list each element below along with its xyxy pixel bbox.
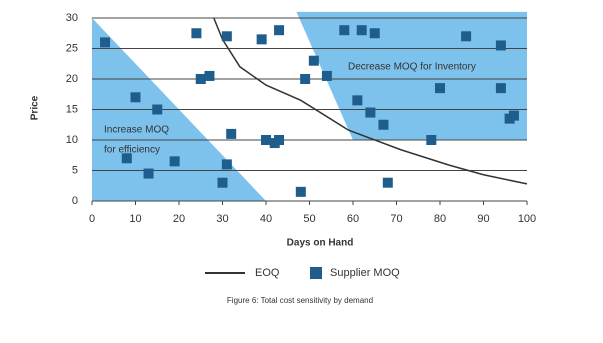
caption: Figure 6: Total cost sensitivity by dema… <box>227 296 373 305</box>
point <box>352 95 363 106</box>
x-tick-label: 0 <box>89 213 95 225</box>
point <box>226 128 237 139</box>
point <box>356 25 367 36</box>
legend-marker <box>310 267 322 279</box>
legend-label: EOQ <box>255 267 280 279</box>
legend-label: Supplier MOQ <box>330 267 400 279</box>
point <box>339 25 350 36</box>
x-tick-label: 70 <box>390 213 402 225</box>
y-tick-label: 15 <box>66 103 78 115</box>
point <box>495 83 506 94</box>
point <box>121 153 132 164</box>
y-tick-label: 20 <box>66 73 78 85</box>
point <box>369 28 380 39</box>
point <box>274 135 285 145</box>
point <box>169 156 180 167</box>
point <box>435 83 445 94</box>
point <box>461 31 472 42</box>
x-tick-label: 100 <box>518 213 536 225</box>
point <box>152 104 163 115</box>
x-tick-label: 40 <box>260 213 272 225</box>
x-tick-label: 90 <box>477 213 489 225</box>
y-axis-label: Price <box>30 95 41 120</box>
point <box>130 92 141 103</box>
point <box>378 119 389 130</box>
y-tick-label: 5 <box>72 164 78 176</box>
x-tick-label: 50 <box>303 213 315 225</box>
x-tick-label: 60 <box>347 213 359 225</box>
point <box>508 110 519 121</box>
x-tick-label: 10 <box>129 213 141 225</box>
point <box>300 74 311 84</box>
point <box>100 37 111 48</box>
region-label: Increase MOQ <box>104 125 169 136</box>
x-tick-label: 30 <box>216 213 228 225</box>
point <box>261 135 271 145</box>
region <box>296 11 527 141</box>
region-label: Decrease MOQ for Inventory <box>348 62 476 73</box>
x-tick-label: 80 <box>434 213 446 225</box>
x-tick-label: 20 <box>173 213 185 225</box>
point <box>256 34 267 45</box>
point <box>321 70 332 81</box>
point <box>221 31 232 42</box>
y-tick-label: 30 <box>66 12 78 24</box>
x-axis-label: Days on Hand <box>287 238 354 249</box>
y-tick-label: 0 <box>72 195 78 207</box>
point <box>382 177 393 188</box>
point <box>195 74 206 84</box>
point <box>365 107 376 118</box>
point <box>495 40 506 51</box>
point <box>426 135 437 145</box>
point <box>204 70 215 81</box>
point <box>295 186 306 197</box>
point <box>221 159 232 170</box>
point <box>308 55 319 66</box>
point <box>143 168 154 179</box>
y-tick-label: 25 <box>66 42 78 54</box>
region-label: for efficiency <box>104 145 160 156</box>
y-tick-label: 10 <box>66 134 78 146</box>
point <box>191 28 202 39</box>
eoq-line <box>213 17 528 185</box>
point <box>217 177 228 188</box>
point <box>274 25 285 36</box>
